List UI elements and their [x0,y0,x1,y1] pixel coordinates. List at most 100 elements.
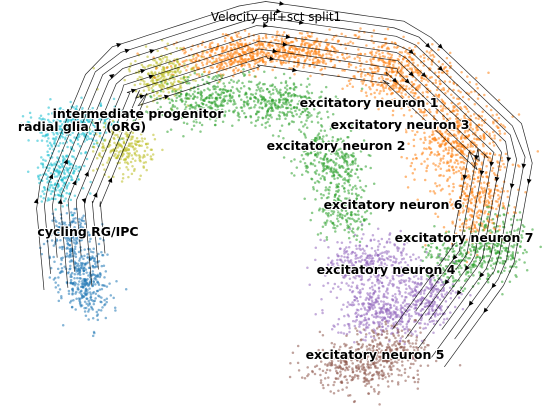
cell-point [315,50,318,54]
cell-point [434,164,437,167]
cell-point [151,84,155,88]
cell-point [152,89,155,92]
cell-point [68,125,72,128]
cell-point [167,91,171,94]
cell-point [92,142,96,146]
cell-point [56,119,59,122]
cell-point [98,132,102,135]
cell-point [131,145,134,148]
cell-point [97,259,101,263]
cell-point [349,223,352,226]
cell-point [82,277,85,281]
cell-point [137,144,141,147]
cell-point [486,199,490,202]
cell-point [249,80,253,84]
cell-point [347,154,350,157]
cell-point [58,225,61,229]
cell-point [501,259,505,263]
cell-point [466,143,470,146]
cell-point [57,115,61,119]
cell-point [511,251,515,254]
cell-point [291,40,295,44]
cell-point [57,291,60,294]
cell-point [521,251,525,255]
cell-point [337,220,340,223]
cell-point [70,211,73,214]
cell-point [69,174,73,178]
cell-point [428,135,431,139]
cell-point [472,112,476,116]
cell-point [101,149,105,152]
cell-point [72,220,75,223]
cell-point [57,164,60,168]
cell-point [52,137,56,141]
cell-point [56,228,60,231]
cell-point [346,173,349,176]
cell-point [515,265,518,269]
cell-point [478,213,481,217]
cell-point [262,46,265,49]
cell-point [166,82,169,85]
cell-point [429,190,432,193]
cell-point [80,108,84,112]
cell-point [26,120,30,124]
cell-point [230,54,234,58]
cell-point [504,152,508,156]
cell-point [444,142,448,145]
cell-point [359,27,362,30]
cell-point [53,128,57,131]
cell-point [245,96,249,99]
cell-point [480,161,484,164]
cell-point [256,111,259,114]
cell-point [57,299,61,303]
cell-point [360,89,363,93]
cell-point [101,253,104,257]
cell-point [343,158,346,162]
cell-point [66,246,69,250]
cell-point [352,219,356,222]
cell-point [270,109,273,113]
cell-point [401,57,405,60]
cell-point [469,126,472,129]
cell-point [211,92,214,95]
cell-point [351,186,355,189]
cell-point [347,42,350,45]
cell-point [52,255,55,259]
cell-point [471,128,475,131]
cell-point [95,125,99,129]
cell-point [357,48,360,51]
cell-point [88,132,92,135]
cell-point [297,50,301,54]
cell-point [124,158,127,162]
cell-point [348,175,351,178]
cell-point [150,79,153,83]
cell-point [124,287,128,291]
cell-point [243,112,246,115]
cell-point [185,122,189,125]
cell-point [257,60,260,64]
cell-point [295,166,299,169]
cell-point [502,246,506,250]
cell-point [349,163,352,166]
cell-point [170,61,174,65]
cell-point [74,221,77,225]
cell-point [83,310,87,313]
cell-point [229,88,233,92]
cell-point [61,109,65,112]
cell-point [441,187,444,191]
cell-point [140,137,144,140]
cell-point [190,60,193,63]
cell-point [83,164,86,168]
cell-point [284,81,288,85]
cell-point [297,47,301,50]
cell-point [300,153,304,157]
cell-point [498,132,502,135]
cell-point [197,72,201,76]
cell-point [214,90,218,94]
cell-point [201,52,204,56]
cell-point [536,150,540,153]
cell-point [199,130,202,133]
cell-point [305,169,308,173]
cell-point [452,141,456,145]
cell-point [283,97,286,100]
